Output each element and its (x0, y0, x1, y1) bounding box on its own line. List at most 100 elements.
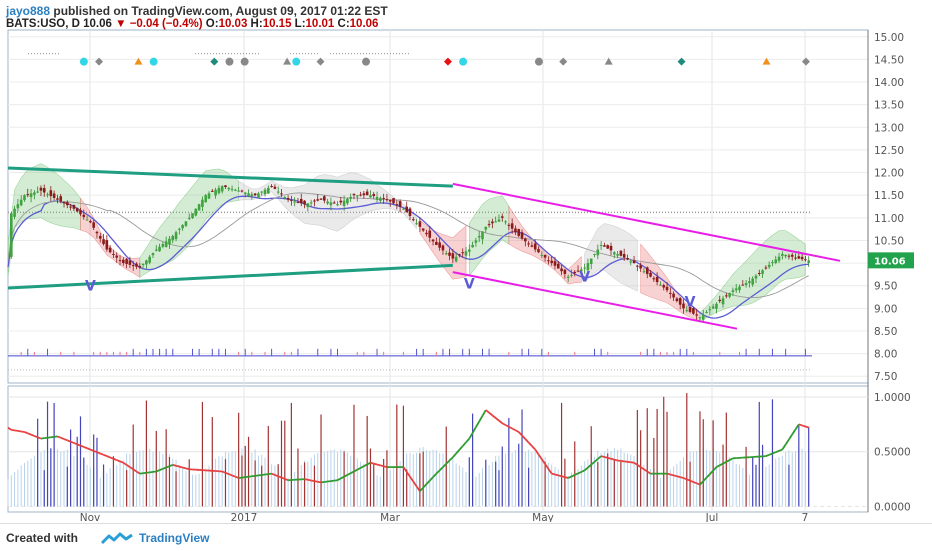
oscillator-line-segment (370, 463, 373, 464)
y-tick-label: 10.50 (874, 235, 904, 247)
signal-dot (241, 58, 249, 66)
candle-body (636, 266, 639, 267)
oscillator-y-tick-label: 0.0000 (874, 502, 911, 514)
y-tick-label: 13.50 (874, 100, 904, 112)
candle-body (145, 260, 148, 264)
candle-body (53, 194, 56, 198)
candle-body (244, 192, 247, 194)
candle-body (251, 194, 254, 196)
candle-body (560, 268, 563, 271)
oscillator-line-segment (479, 416, 482, 422)
candle-body (165, 241, 168, 247)
candle-body (92, 222, 95, 227)
oscillator-line-segment (100, 453, 103, 454)
y-tick-label: 11.00 (874, 213, 904, 225)
candle-body (653, 278, 656, 279)
candle-body (629, 261, 632, 262)
candle-body (185, 221, 188, 225)
candle-body (247, 193, 250, 196)
candle-body (435, 242, 438, 245)
candle-body (50, 190, 53, 196)
candle-body (40, 188, 43, 191)
candle-body (567, 277, 570, 278)
created-with-label: Created with (6, 531, 78, 545)
oscillator-line-segment (90, 450, 93, 451)
oscillator-line-segment (80, 446, 83, 447)
candle-body (66, 202, 69, 205)
oscillator-line-segment (529, 443, 532, 447)
signal-dot (459, 58, 467, 66)
oscillator-line-segment (314, 481, 317, 482)
oscillator-line-segment (769, 453, 772, 454)
oscillator-line-segment (690, 481, 693, 482)
oscillator-line-segment (173, 465, 176, 466)
y-tick-label: 14.50 (874, 54, 904, 66)
candle-body (448, 253, 451, 256)
oscillator-line-segment (87, 448, 90, 449)
candle-body (175, 232, 178, 239)
candle-body (162, 244, 165, 247)
candle-body (392, 198, 395, 203)
candle-body (119, 260, 122, 261)
signal-diamond (210, 58, 218, 66)
candle-body (201, 200, 204, 207)
candle-body (771, 262, 774, 263)
candle-body (399, 201, 402, 207)
candle-body (807, 260, 810, 263)
oscillator-line-segment (502, 423, 505, 425)
candle-body (751, 278, 754, 284)
oscillator-line-segment (601, 456, 604, 457)
candle-body (171, 236, 174, 240)
candle-body (409, 209, 412, 216)
candle-body (152, 253, 155, 255)
oscillator-line-segment (562, 476, 565, 477)
oscillator-line-segment (97, 452, 100, 453)
x-tick-label: 2017 (231, 512, 258, 522)
oscillator-line-segment (183, 468, 186, 469)
candle-body (649, 273, 652, 277)
candle-body (280, 193, 283, 194)
candle-body (676, 299, 679, 302)
candle-body (774, 259, 777, 263)
candle-body (452, 253, 455, 258)
candle-body (758, 273, 761, 274)
candle-body (778, 257, 781, 261)
candle-body (419, 221, 422, 227)
candle-body (155, 249, 158, 250)
signal-diamond (444, 58, 452, 66)
tradingview-brand[interactable]: TradingView (139, 531, 209, 545)
oscillator-line-segment (766, 455, 769, 456)
v-signal-marker: V (85, 279, 96, 295)
x-tick-label: Nov (80, 512, 101, 522)
candle-body (195, 209, 198, 216)
candle-body (369, 195, 372, 197)
candle-body (801, 257, 804, 259)
candle-body (788, 256, 791, 257)
oscillator-line-segment (120, 461, 123, 462)
candle-body (534, 243, 537, 249)
candle-body (218, 188, 221, 193)
candle-body (725, 295, 728, 296)
oscillator-line-segment (512, 429, 515, 431)
candle-body (211, 191, 214, 192)
signal-diamond (559, 58, 567, 66)
x-tick-label: May (532, 512, 554, 522)
triangle-lower-trendline (8, 265, 453, 288)
candle-body (340, 201, 343, 203)
oscillator-line-segment (463, 442, 466, 446)
candle-body (600, 245, 603, 246)
oscillator-line-segment (670, 475, 673, 476)
oscillator-line-segment (680, 477, 683, 478)
candle-body (603, 245, 606, 247)
oscillator-line-segment (11, 430, 14, 431)
candle-body (267, 188, 270, 194)
signal-triangle (762, 58, 770, 65)
oscillator-line-segment (805, 427, 808, 428)
candle-body (366, 192, 369, 196)
oscillator-line-segment (779, 450, 782, 451)
oscillator-line-segment (693, 482, 696, 483)
oscillator-line-segment (772, 452, 775, 453)
candle-body (504, 221, 507, 222)
candle-body (633, 260, 636, 263)
